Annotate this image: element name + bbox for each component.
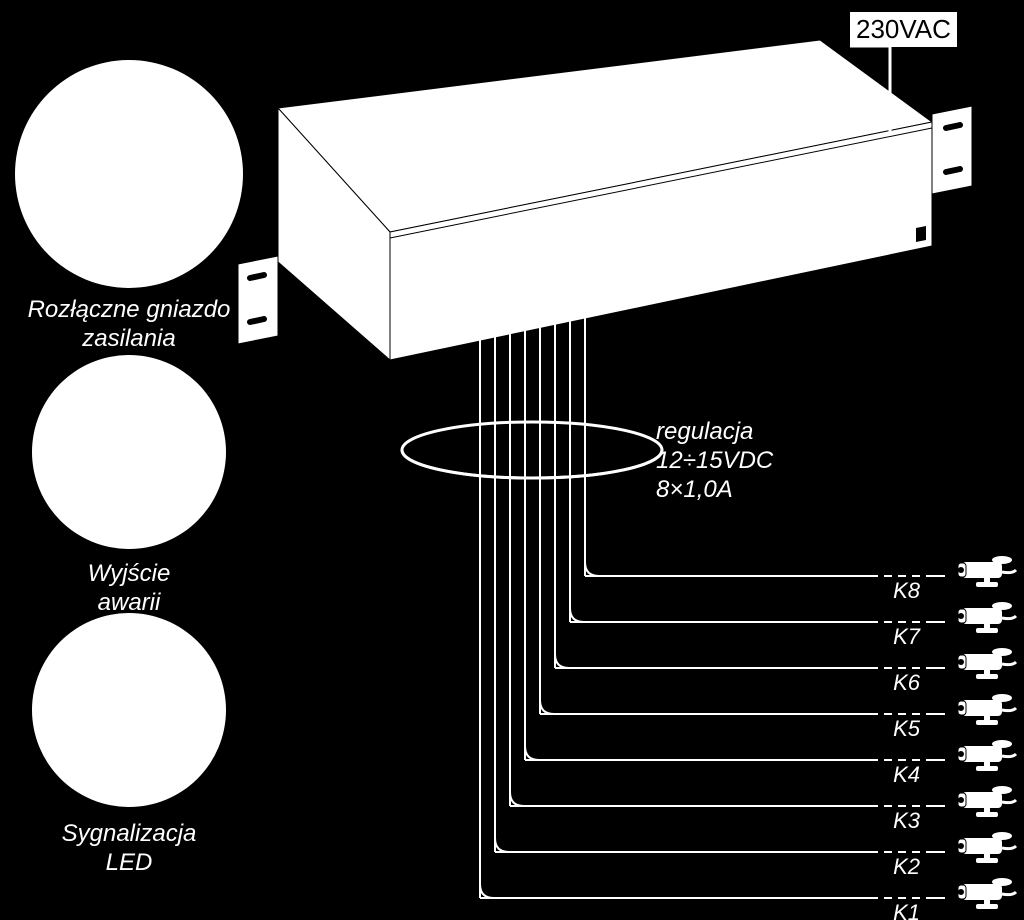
camera-icon xyxy=(958,648,1016,679)
camera-icon xyxy=(958,602,1016,633)
output-label-k3: K3 xyxy=(860,808,920,834)
feature-circle-2 xyxy=(32,613,226,807)
output-label-k2: K2 xyxy=(860,854,920,880)
camera-icon xyxy=(958,740,1016,771)
rack-slot xyxy=(946,169,960,172)
rack-slot xyxy=(946,125,960,128)
feature-circle-1 xyxy=(32,355,226,549)
camera-icon xyxy=(958,832,1016,863)
power-line xyxy=(850,46,890,134)
rack-top xyxy=(278,40,932,232)
camera-icon xyxy=(958,878,1016,909)
camera-icon xyxy=(958,694,1016,725)
output-label-k6: K6 xyxy=(860,670,920,696)
camera-icon xyxy=(958,786,1016,817)
rack-notch xyxy=(916,226,926,242)
output-label-k4: K4 xyxy=(860,762,920,788)
feature-circle-0 xyxy=(15,60,243,288)
output-label-k8: K8 xyxy=(860,578,920,604)
feature-label-0: Rozłączne gniazdo zasilania xyxy=(8,296,250,354)
rack-slot xyxy=(250,319,264,322)
diagram-stage: 230VAC Rozłączne gniazdo zasilania Wyjście… xyxy=(0,0,1024,920)
rack-ear-right xyxy=(932,106,972,194)
camera-icon xyxy=(958,556,1016,587)
output-label-k1: K1 xyxy=(860,900,920,920)
rack-front xyxy=(390,122,932,360)
feature-label-2: Sygnalizacja LED xyxy=(8,820,250,878)
voltage-label: 230VAC xyxy=(850,12,957,47)
rack-slot xyxy=(250,275,264,278)
output-label-k7: K7 xyxy=(860,624,920,650)
rack-left xyxy=(278,108,390,360)
output-label-k5: K5 xyxy=(860,716,920,742)
regulation-label: regulacja 12÷15VDC 8×1,0A xyxy=(656,418,773,504)
feature-label-1: Wyjście awarii xyxy=(8,560,250,618)
cable-bundle-ellipse xyxy=(402,422,662,478)
